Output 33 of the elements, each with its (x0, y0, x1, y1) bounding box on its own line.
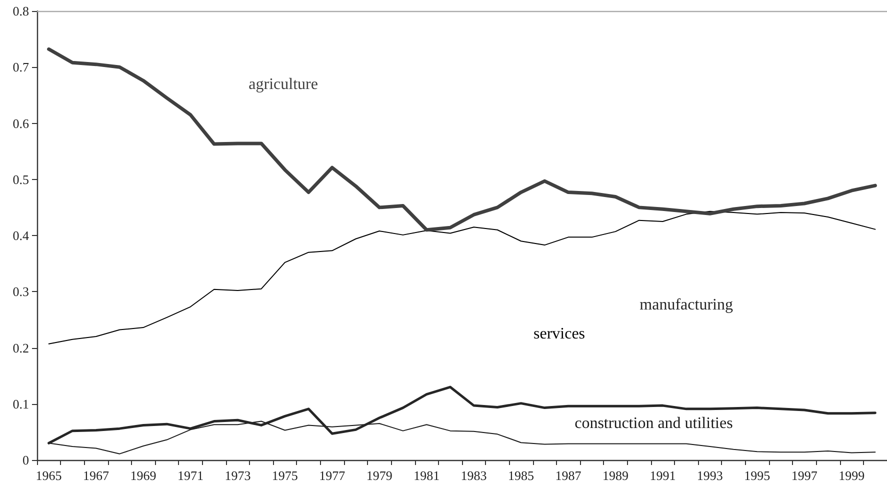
x-tick-label: 1995 (744, 468, 770, 483)
line-series (48, 210, 876, 344)
x-tick-label: 1993 (696, 468, 723, 483)
x-tick-label: 1965 (36, 468, 62, 483)
text: services (533, 326, 586, 343)
line-series (47, 47, 877, 232)
x-tick-label: 1999 (838, 468, 865, 483)
text: manufacturing (640, 296, 733, 314)
x-tick-label: 1987 (555, 468, 582, 483)
y-tick-label: 0.4 (12, 228, 30, 243)
x-tick-label: 1977 (319, 468, 346, 483)
x-tick-label: 1997 (791, 468, 818, 483)
y-tick-label: 0.6 (12, 116, 30, 131)
x-tick-label: 1991 (650, 468, 676, 483)
y-tick-label: 0.2 (12, 340, 29, 356)
x-tick-label: 1985 (508, 468, 534, 483)
x-tick-label: 1967 (83, 468, 110, 483)
y-tick-label: 0.5 (12, 172, 29, 187)
text: agriculture (248, 76, 318, 93)
x-tick-label: 1989 (602, 468, 628, 483)
x-tick-label: 1975 (272, 468, 298, 483)
y-tick-label: 0.3 (12, 284, 29, 300)
x-tick-label: 1979 (366, 468, 392, 483)
x-tick-label: 1971 (177, 468, 204, 483)
y-tick-label: 0.1 (12, 396, 29, 412)
x-tick-label: 1973 (224, 468, 251, 483)
x-tick-label: 1983 (460, 468, 487, 483)
series-label: construction and utilities (574, 415, 733, 432)
y-tick-label: 0.8 (12, 4, 29, 18)
y-tick-label: 0 (22, 452, 29, 468)
x-tick-label: 1981 (414, 468, 440, 483)
x-tick-label: 1969 (130, 468, 156, 483)
y-tick-label: 0.7 (12, 60, 30, 75)
